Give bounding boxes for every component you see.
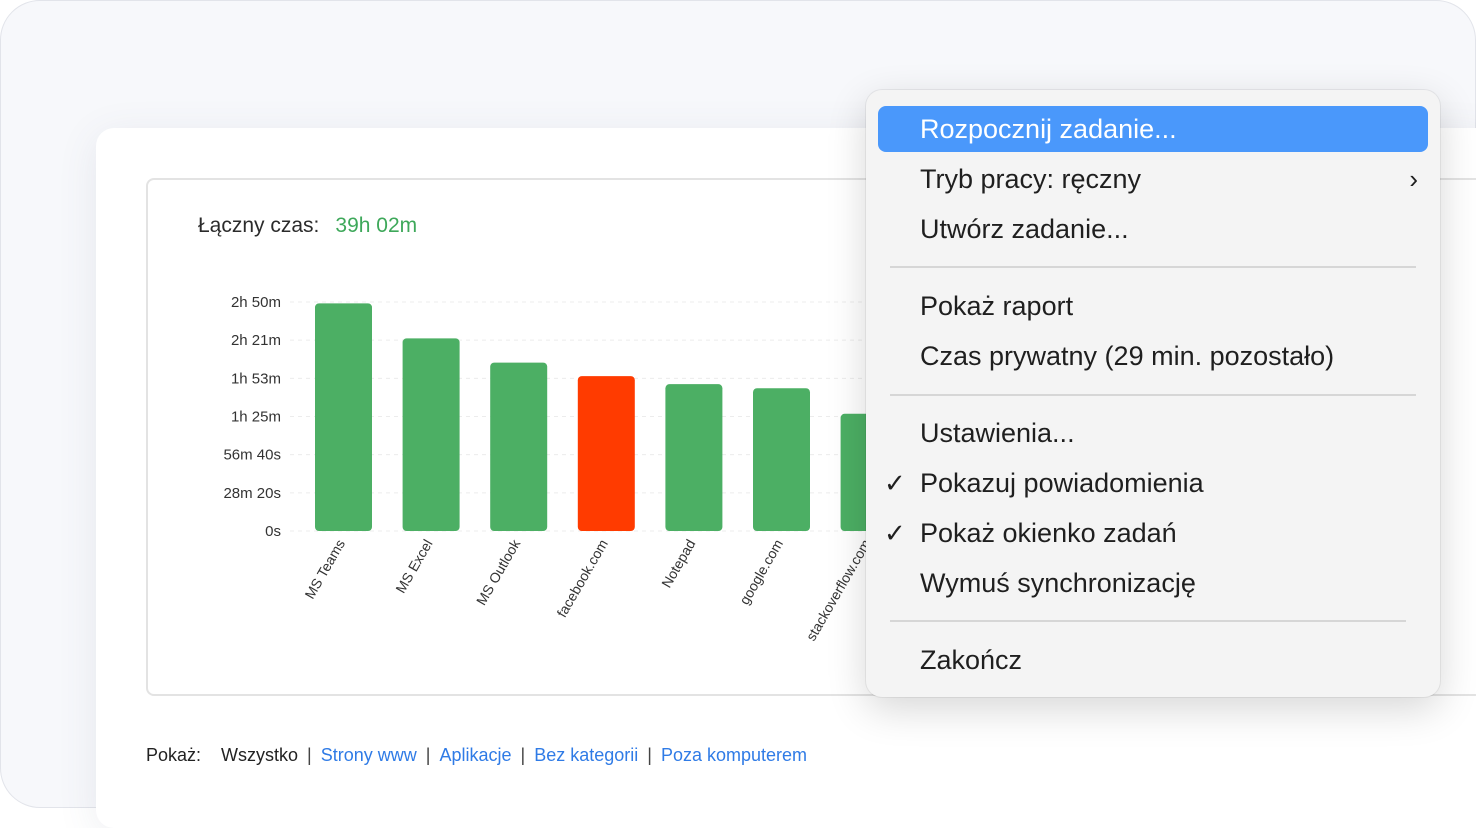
menu-item-label: Utwórz zadanie...: [920, 214, 1129, 244]
filter-bar: Pokaż: Wszystko | Strony www | Aplikacje…: [146, 745, 808, 765]
menu-divider: [890, 266, 1416, 268]
y-tick-label: 1h 53m: [231, 370, 281, 387]
menu-item-start-task[interactable]: Rozpocznij zadanie...: [878, 106, 1428, 152]
bar-ms-excel[interactable]: [402, 338, 460, 531]
filter-websites[interactable]: Strony www: [320, 745, 417, 765]
y-tick-label: 0s: [265, 523, 281, 540]
menu-item-label: Wymuś synchronizację: [920, 568, 1196, 598]
x-category-label: MS Teams: [301, 537, 348, 602]
total-time: Łączny czas: 39h 02m: [198, 214, 417, 238]
x-category-label: MS Outlook: [473, 536, 524, 608]
chevron-right-icon: ›: [1409, 164, 1418, 194]
menu-item-label: Pokaż okienko zadań: [920, 518, 1177, 548]
menu-item-work-mode[interactable]: Tryb pracy: ręczny ›: [878, 156, 1428, 202]
x-category-label: facebook.com: [553, 537, 610, 620]
menu-item-show-report[interactable]: Pokaż raport: [878, 283, 1428, 329]
filter-offline[interactable]: Poza komputerem: [660, 745, 808, 765]
menu-item-label: Tryb pracy: ręczny: [920, 164, 1142, 194]
x-category-label: Notepad: [658, 537, 698, 591]
menu-divider: [890, 394, 1416, 396]
bar-google-com[interactable]: [753, 388, 810, 531]
filter-uncategorized[interactable]: Bez kategorii: [534, 745, 639, 765]
y-tick-label: 28m 20s: [223, 485, 281, 502]
menu-item-create-task[interactable]: Utwórz zadanie...: [878, 206, 1428, 252]
menu-item-label: Zakończ: [920, 645, 1023, 675]
bar-facebook-com[interactable]: [577, 376, 635, 531]
menu-item-label: Ustawienia...: [920, 418, 1075, 448]
usage-bar-chart: 0s 28m 20s 56m 40s 1h 25m 1h 53m 2h 21m 2h 50m…: [223, 294, 898, 644]
context-menu: Rozpocznij zadanie... Tryb pracy: ręczny…: [866, 90, 1440, 697]
menu-divider: [890, 620, 1406, 622]
menu-item-private-time[interactable]: Czas prywatny (29 min. pozostało): [878, 333, 1428, 379]
y-tick-label: 56m 40s: [223, 447, 281, 464]
checkmark-icon: ✓: [884, 518, 906, 548]
menu-item-settings[interactable]: Ustawienia...: [878, 410, 1428, 456]
filter-all[interactable]: Wszystko: [221, 745, 299, 765]
total-time-value: 39h 02m: [335, 214, 418, 237]
x-category-label: MS Excel: [392, 537, 435, 596]
total-time-label: Łączny czas:: [198, 214, 320, 237]
menu-item-label: Czas prywatny (29 min. pozostało): [920, 341, 1335, 371]
y-tick-label: 1h 25m: [231, 409, 281, 426]
checkmark-icon: ✓: [884, 468, 906, 498]
menu-item-force-sync[interactable]: Wymuś synchronizację: [878, 560, 1428, 606]
menu-item-quit[interactable]: Zakończ: [878, 637, 1428, 683]
menu-item-label: Pokaż raport: [920, 291, 1074, 321]
menu-item-label: Pokazuj powiadomienia: [920, 468, 1204, 498]
y-tick-label: 2h 50m: [231, 294, 281, 311]
bar-ms-outlook[interactable]: [490, 362, 548, 531]
filter-label: Pokaż:: [146, 745, 202, 765]
menu-item-show-notifications[interactable]: ✓ Pokazuj powiadomienia: [878, 460, 1428, 506]
x-category-label: google.com: [736, 537, 786, 608]
x-category-label: stackoverflow.com: [803, 537, 874, 644]
y-tick-label: 2h 21m: [231, 332, 281, 349]
bar-notepad[interactable]: [665, 384, 723, 531]
menu-item-label: Rozpocznij zadanie...: [920, 114, 1177, 144]
filter-apps[interactable]: Aplikacje: [439, 745, 512, 765]
bar-ms-teams[interactable]: [315, 303, 372, 531]
menu-item-show-task-window[interactable]: ✓ Pokaż okienko zadań: [878, 510, 1428, 556]
